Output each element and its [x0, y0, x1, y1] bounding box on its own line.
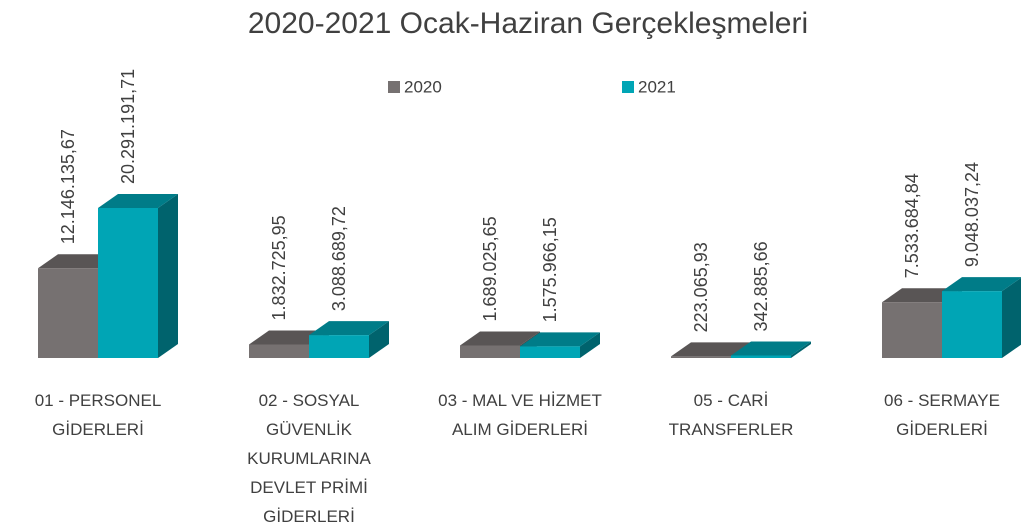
- data-label: 9.048.037,24: [962, 162, 982, 267]
- legend-swatch: [388, 81, 400, 93]
- x-tick-label: 03 - MAL VE HİZMET ALIM GİDERLERİ: [438, 391, 602, 439]
- x-tick-label: 06 - SERMAYE GİDERLERİ: [884, 391, 1000, 439]
- x-tick-label: 05 - CARİ TRANSFERLER: [668, 391, 794, 439]
- bar-front: [671, 356, 731, 358]
- bar-side: [158, 194, 178, 358]
- legend-swatch: [622, 81, 634, 93]
- bar-top: [309, 321, 389, 336]
- data-label: 7.533.684,84: [902, 173, 922, 278]
- bar-side: [791, 341, 811, 358]
- bar-front: [520, 346, 580, 358]
- data-label: 3.088.689,72: [329, 206, 349, 311]
- x-tick-label: 02 - SOSYAL GÜVENLİK KURUMLARINA DEVLET …: [247, 391, 371, 526]
- bar: [731, 341, 811, 358]
- data-label: 20.291.191,71: [118, 69, 138, 184]
- bar-front: [98, 208, 158, 358]
- legend-label: 2021: [638, 77, 676, 96]
- data-label: 223.065,93: [691, 242, 711, 332]
- x-tick-label: 01 - PERSONEL GİDERLERİ: [34, 391, 162, 439]
- data-label: 1.832.725,95: [269, 215, 289, 320]
- bar-top: [731, 341, 811, 356]
- bar: [309, 321, 389, 358]
- bar-top: [942, 277, 1021, 292]
- bar-top: [98, 194, 178, 208]
- bar-front: [731, 355, 791, 358]
- data-label: 12.146.135,67: [58, 129, 78, 244]
- bar-front: [38, 268, 98, 358]
- data-label: 1.575.966,15: [540, 217, 560, 322]
- data-label: 1.689.025,65: [480, 216, 500, 321]
- bar-top: [520, 332, 600, 347]
- bar: [98, 194, 178, 358]
- bar-front: [460, 345, 520, 358]
- bar-front: [249, 344, 309, 358]
- bar-side: [1002, 277, 1021, 358]
- bar-side: [369, 321, 389, 358]
- bar-front: [309, 335, 369, 358]
- bar-front: [942, 291, 1002, 358]
- bar-front: [882, 302, 942, 358]
- bar-top: [671, 342, 751, 357]
- bar: [520, 332, 600, 358]
- bar: [942, 277, 1021, 358]
- bar-top: [460, 331, 540, 346]
- data-label: 342.885,66: [751, 241, 771, 331]
- chart-title: 2020-2021 Ocak-Haziran Gerçekleşmeleri: [248, 7, 808, 40]
- bar-side: [580, 332, 600, 358]
- legend-label: 2020: [404, 77, 442, 96]
